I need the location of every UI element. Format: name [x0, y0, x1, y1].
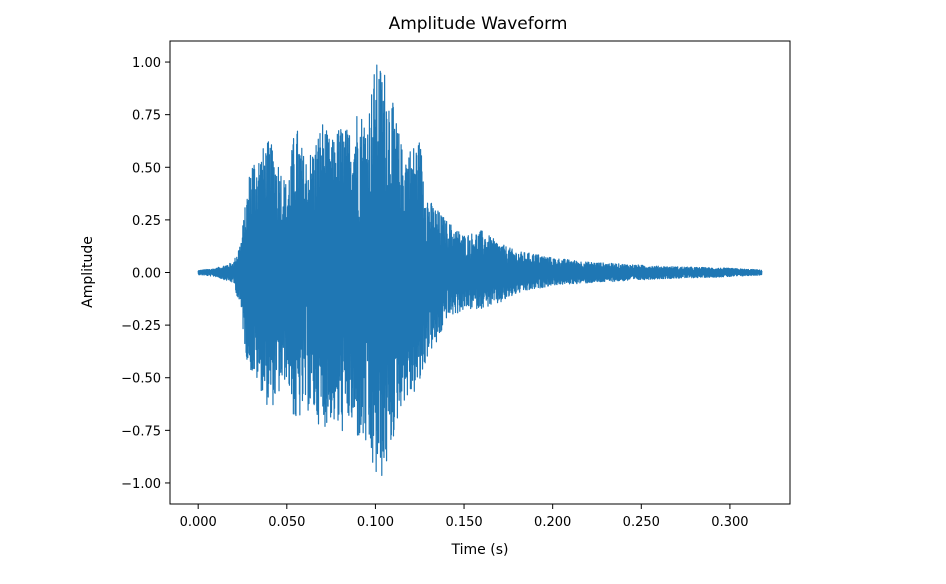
x-tick-label: 0.250: [623, 515, 660, 530]
waveform-layer: [197, 64, 763, 476]
y-tick-label: 0.50: [132, 161, 161, 176]
y-tick-label: −1.00: [121, 477, 161, 492]
y-tick-label: −0.75: [121, 424, 161, 439]
x-axis-label: Time (s): [451, 542, 509, 558]
y-tick-label: 0.00: [132, 267, 161, 282]
x-tick-label: 0.200: [534, 515, 571, 530]
x-tick-label: 0.300: [711, 515, 748, 530]
x-tick-label: 0.000: [180, 515, 217, 530]
waveform-line: [197, 64, 763, 476]
y-tick-label: −0.25: [121, 319, 161, 334]
y-axis-ticks: −1.00 −0.75 −0.50 −0.25 0.00 0.25 0.50 0.75 1.00: [121, 56, 170, 492]
y-tick-label: 0.25: [132, 214, 161, 229]
x-tick-label: 0.100: [357, 515, 394, 530]
x-axis-ticks: 0.000 0.050 0.100 0.150 0.200 0.250 0.300: [180, 504, 749, 530]
y-tick-label: 0.75: [132, 109, 161, 124]
x-tick-label: 0.150: [445, 515, 482, 530]
x-tick-label: 0.050: [268, 515, 305, 530]
y-tick-label: −0.50: [121, 372, 161, 387]
y-tick-label: 1.00: [132, 56, 161, 71]
chart-title: Amplitude Waveform: [389, 14, 568, 34]
y-axis-label: Amplitude: [80, 236, 96, 308]
